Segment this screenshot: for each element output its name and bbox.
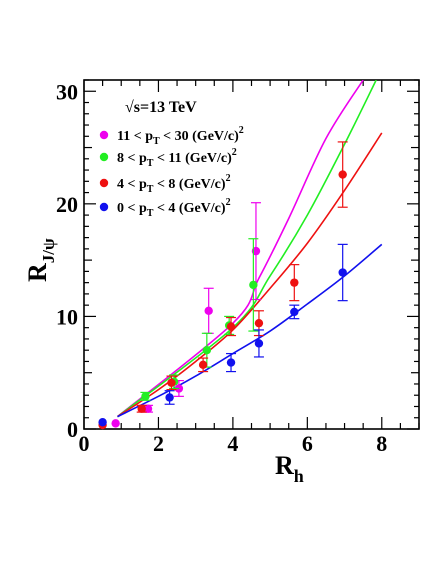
x-tick-label: 2 xyxy=(153,431,164,456)
legend-entry: 11 < pT < 30 (GeV/c)2 xyxy=(117,125,244,147)
legend-entry: 8 < pT < 11 (GeV/c)2 xyxy=(117,147,237,169)
legend-marker xyxy=(99,202,109,212)
x-tick-label: 8 xyxy=(376,431,387,456)
y-axis-title: RJ/ψ xyxy=(23,238,58,282)
data-point xyxy=(226,358,236,367)
data-point xyxy=(290,278,299,287)
x-tick-label: 4 xyxy=(227,431,238,456)
fit-curve xyxy=(117,80,377,418)
x-axis-title: Rh xyxy=(275,451,304,486)
data-points xyxy=(98,141,348,430)
x-tick-label: 0 xyxy=(79,431,90,456)
x-tick-label: 6 xyxy=(302,431,313,456)
axes: 0 2 4 6 8 0 10 20 30 xyxy=(56,79,420,456)
data-point xyxy=(165,393,174,402)
data-point xyxy=(143,404,153,413)
legend-entry: 0 < pT < 4 (GeV/c)2 xyxy=(117,197,231,219)
data-point xyxy=(249,280,258,290)
legend: √s=13 TeV 11 < pT < 30 (GeV/c)28 < pT < … xyxy=(99,99,244,219)
data-point xyxy=(202,345,212,355)
legend-marker xyxy=(99,130,109,140)
y-tick-label: 10 xyxy=(56,304,78,329)
legend-entry: 4 < pT < 8 (GeV/c)2 xyxy=(117,173,231,195)
legend-marker xyxy=(99,152,109,162)
fit-curves xyxy=(116,80,383,418)
data-point xyxy=(254,318,264,328)
y-tick-label: 20 xyxy=(56,192,78,217)
data-point xyxy=(338,268,347,277)
y-tick-label: 0 xyxy=(67,417,78,442)
fit-curve xyxy=(116,80,364,418)
data-point xyxy=(167,378,176,388)
data-point xyxy=(290,307,299,317)
data-point xyxy=(111,419,120,428)
data-point xyxy=(198,360,208,370)
data-point xyxy=(137,404,146,413)
energy-label: √s=13 TeV xyxy=(125,99,197,116)
y-tick-label: 30 xyxy=(56,79,78,104)
legend-marker xyxy=(99,178,109,188)
data-point xyxy=(226,322,236,331)
fit-curve xyxy=(117,243,383,418)
fit-curve xyxy=(117,132,383,418)
data-point xyxy=(141,392,150,401)
data-point xyxy=(338,170,347,179)
data-point xyxy=(254,339,264,348)
data-point xyxy=(98,418,107,427)
axis-titles: Rh RJ/ψ xyxy=(23,238,304,486)
data-point xyxy=(204,306,213,315)
